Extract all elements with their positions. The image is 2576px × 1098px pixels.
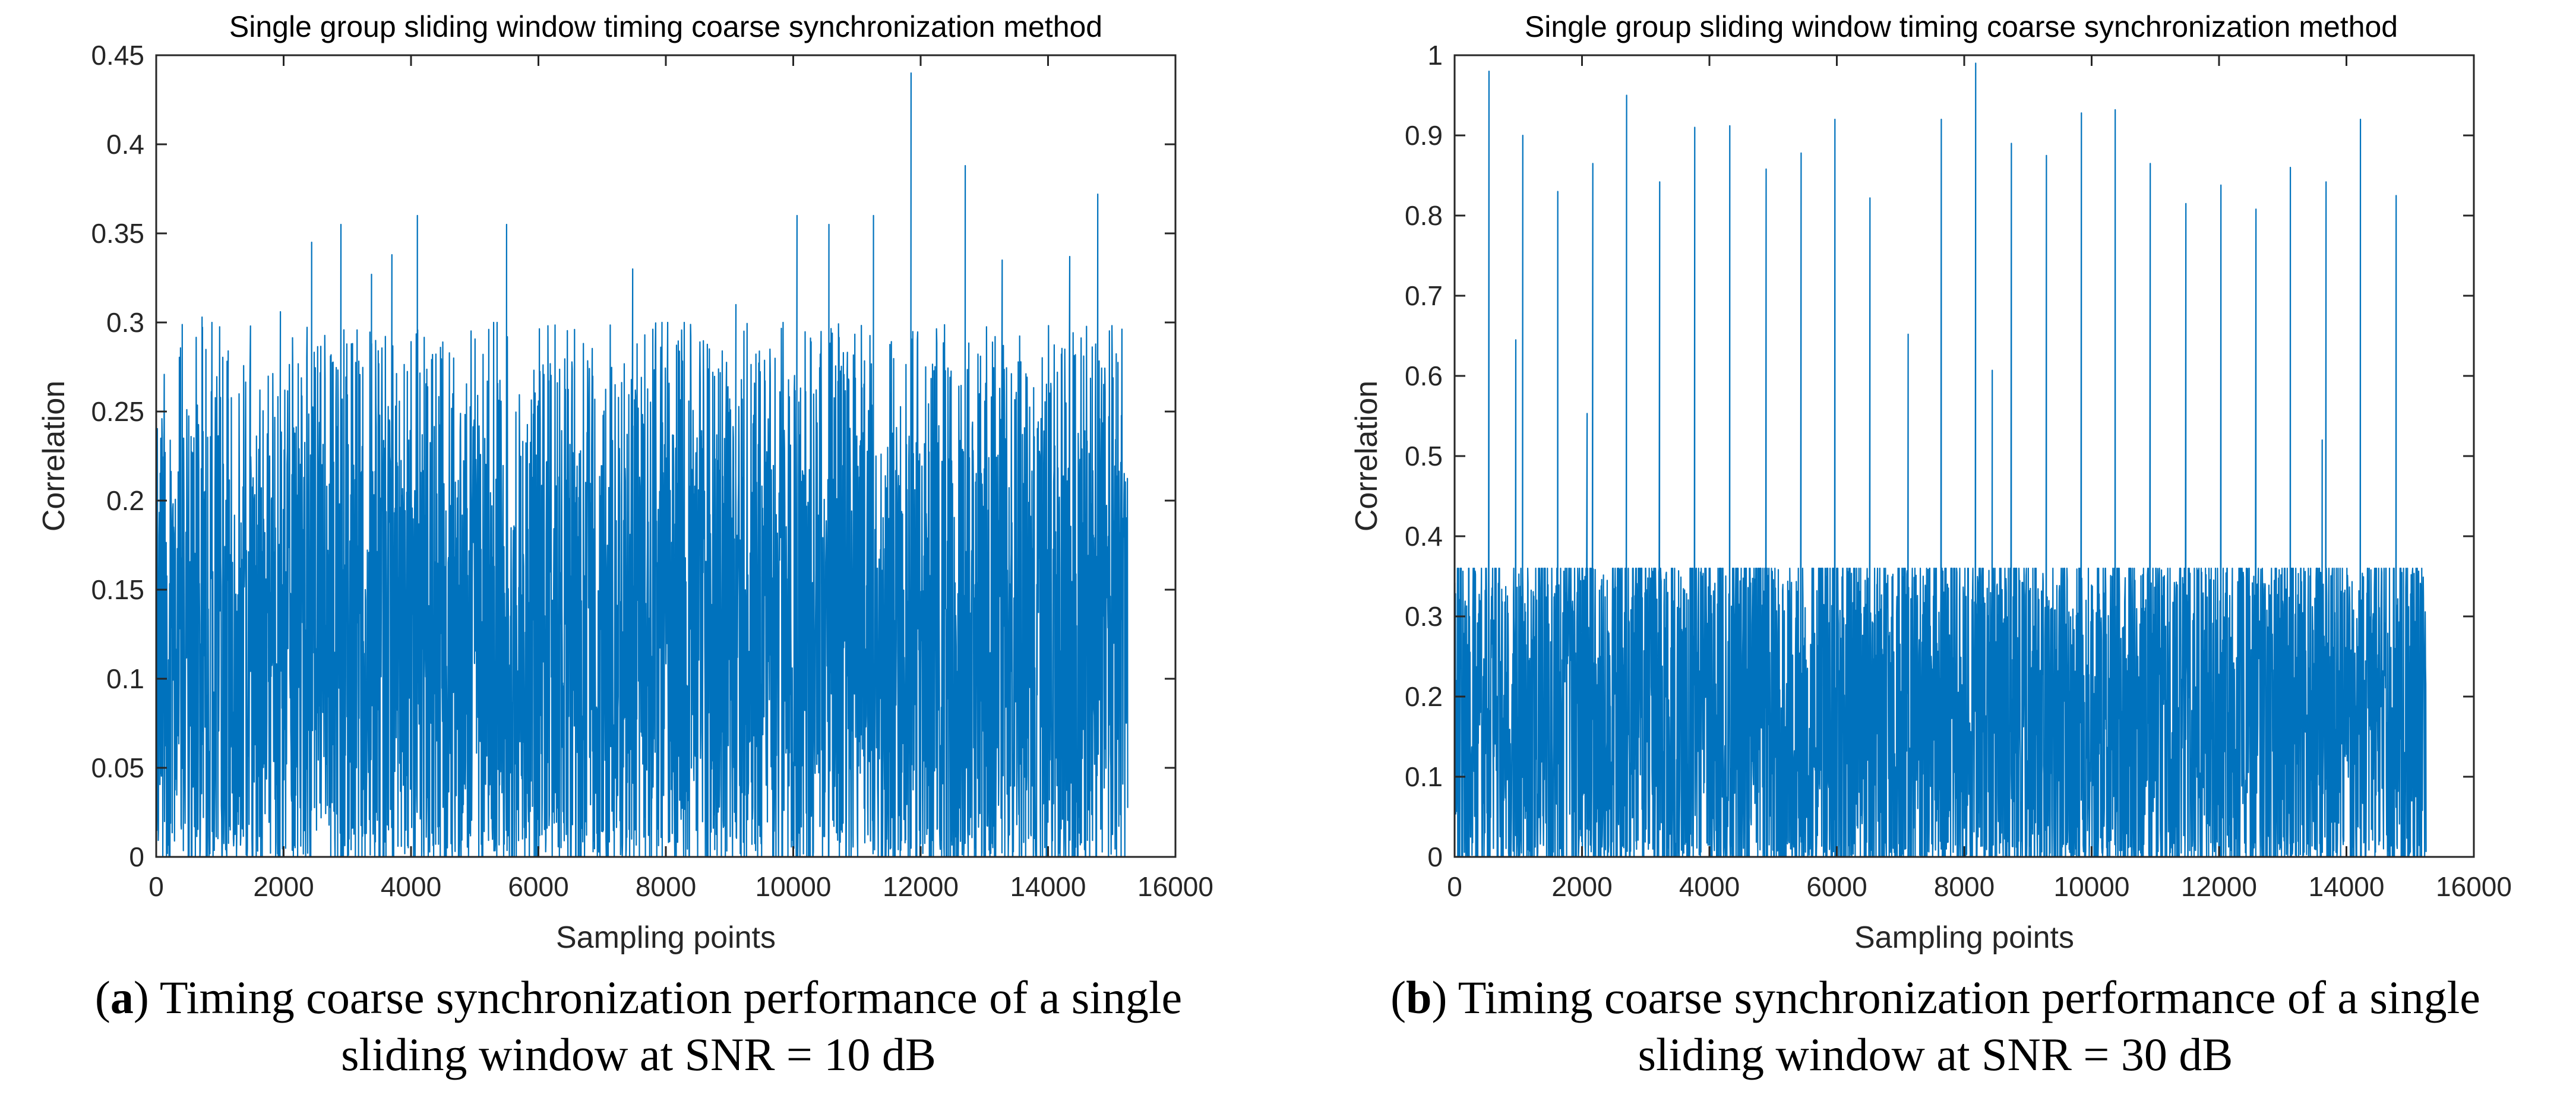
chart-a-xtick-label: 6000 (508, 871, 568, 902)
chart-b-ytick-label: 0.2 (1405, 681, 1443, 712)
chart-a-ytick-label: 0.05 (91, 752, 144, 783)
chart-a-ytick-label: 0.35 (91, 218, 144, 249)
chart-b-title: Single group sliding window timing coars… (1525, 10, 2398, 43)
chart-a-ytick-label: 0 (129, 841, 144, 872)
chart-b: 0 2000 4000 6000 8000 10000 12000 14000 16000 0 0.… (1349, 10, 2512, 955)
chart-a: 0 2000 4000 6000 8000 10000 12000 14000 16000 0 0.… (37, 10, 1213, 955)
chart-b-ylabel: Correlation (1349, 381, 1384, 531)
chart-b-xtick-label: 4000 (1679, 871, 1740, 902)
chart-b-ytick-label: 0.3 (1405, 601, 1443, 632)
chart-b-xtick-label: 10000 (2054, 871, 2130, 902)
chart-b-xtick-label: 16000 (2436, 871, 2512, 902)
chart-b-ytick-label: 1 (1427, 40, 1443, 71)
chart-a-ytick-label: 0.2 (106, 485, 144, 516)
chart-a-xtick-label: 10000 (756, 871, 832, 902)
caption-a-text1: ) Timing coarse synchronization performa… (133, 972, 1183, 1023)
chart-b-ytick-label: 0.1 (1405, 761, 1443, 792)
chart-a-xlabel: Sampling points (556, 920, 776, 955)
chart-b-ticks: 0 2000 4000 6000 8000 10000 12000 14000 16000 0 0.… (1405, 40, 2512, 902)
chart-b-ytick-label: 0.7 (1405, 280, 1443, 311)
chart-b-xtick-label: 8000 (1934, 871, 1995, 902)
chart-a-xtick-label: 16000 (1137, 871, 1213, 902)
chart-a-series-line (155, 72, 1129, 858)
chart-b-xtick-label: 12000 (2181, 871, 2257, 902)
chart-a-ytick-label: 0.15 (91, 574, 144, 605)
caption-a-letter: a (110, 972, 134, 1023)
chart-b-xtick-label: 2000 (1551, 871, 1612, 902)
chart-b-series (1453, 62, 2427, 858)
chart-b-xlabel: Sampling points (1854, 920, 2074, 955)
chart-a-ytick-label: 0.3 (106, 307, 144, 338)
chart-b-xtick-label: 0 (1447, 871, 1462, 902)
chart-a-xtick-label: 2000 (253, 871, 314, 902)
chart-b-ytick-label: 0.4 (1405, 521, 1443, 552)
chart-a-xtick-label: 4000 (381, 871, 441, 902)
chart-b-ytick-label: 0.8 (1405, 200, 1443, 231)
chart-a-xtick-label: 8000 (636, 871, 696, 902)
chart-a-ylabel: Correlation (37, 381, 71, 531)
caption-a-line1: (a) Timing coarse synchronization perfor… (94, 972, 1183, 1023)
caption-b: (b) Timing coarse synchronization perfor… (1295, 969, 2576, 1083)
caption-b-letter: b (1406, 972, 1432, 1023)
chart-b-ytick-label: 0.5 (1405, 441, 1443, 472)
chart-a-ytick-label: 0.25 (91, 396, 144, 427)
chart-b-series-line (1453, 62, 2427, 858)
chart-b-xtick-label: 14000 (2309, 871, 2385, 902)
chart-b-ytick-label: 0.9 (1405, 120, 1443, 151)
caption-b-line1: (b) Timing coarse synchronization perfor… (1390, 972, 2480, 1023)
chart-a-ytick-label: 0.4 (106, 129, 144, 160)
chart-a-xtick-label: 0 (148, 871, 164, 902)
chart-a-ticks: 0 2000 4000 6000 8000 10000 12000 14000 16000 0 0.… (91, 40, 1213, 902)
caption-a-line2: sliding window at SNR = 10 dB (341, 1029, 936, 1080)
chart-a-ytick-label: 0.45 (91, 40, 144, 71)
chart-a-title: Single group sliding window timing coars… (229, 10, 1102, 43)
caption-b-line2: sliding window at SNR = 30 dB (1638, 1029, 2233, 1080)
caption-b-text1: ) Timing coarse synchronization performa… (1431, 972, 2480, 1023)
chart-a-xtick-label: 12000 (883, 871, 959, 902)
chart-b-ytick-label: 0 (1427, 841, 1443, 872)
chart-a-ytick-label: 0.1 (106, 663, 144, 694)
chart-b-xtick-label: 6000 (1806, 871, 1867, 902)
caption-a: (a) Timing coarse synchronization perfor… (0, 969, 1277, 1083)
chart-a-xtick-label: 14000 (1010, 871, 1086, 902)
chart-a-series (155, 72, 1129, 858)
chart-b-ytick-label: 0.6 (1405, 360, 1443, 391)
